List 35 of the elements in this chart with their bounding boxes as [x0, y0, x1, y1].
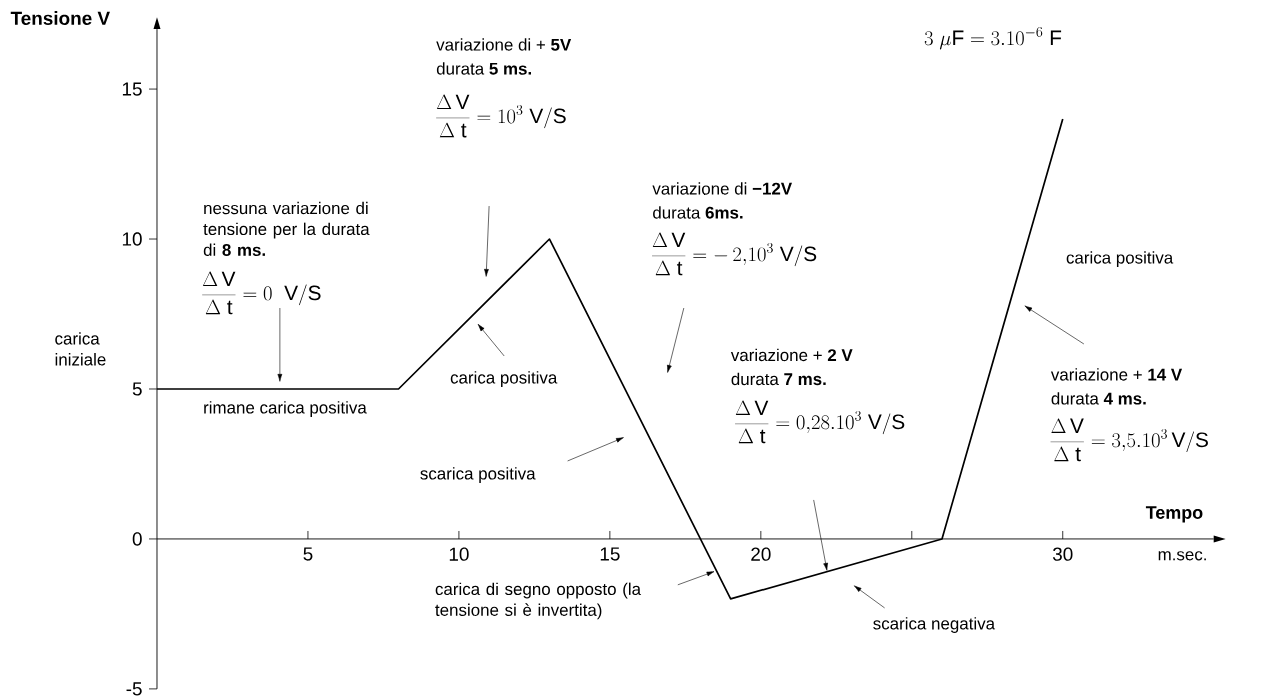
- x-tick-label: 15: [600, 547, 620, 561]
- annotation: durata 7 ms.: [731, 372, 826, 386]
- annotation: $\frac{\Delta\,\mathrm{V}}{\Delta\ \mathrm{t}} = 0{,}28.10^{3}\ \mathrm{V/S}$: [735, 400, 905, 444]
- annotation: carica positiva: [1066, 251, 1174, 268]
- text: carica iniziale: [55, 332, 106, 366]
- y-tick-label: 15: [122, 82, 142, 96]
- y-tick-label: 5: [132, 382, 142, 396]
- annotation: durata 5 ms.: [436, 62, 531, 75]
- x-tick-label: 10: [449, 547, 469, 561]
- annotation: durata 4 ms.: [1051, 392, 1146, 405]
- x-tick-label: 30: [1052, 547, 1073, 561]
- annotation: variazione + 2 V: [730, 348, 853, 362]
- annotation: $\frac{\Delta\,\mathrm{V}}{\Delta\ \mathrm{t}} = -\,2{,}10^{3}\ \mathrm{V/S}$: [652, 232, 817, 276]
- annotation: variazione + 14 V: [1050, 368, 1183, 381]
- annotation: $\frac{\Delta\,\mathrm{V}}{\Delta\ \mathrm{t}} = 3{,}5.10^{3}\,\mathrm{V/S}$: [1050, 418, 1208, 462]
- annotation: rimane carica positiva: [204, 401, 367, 418]
- y-tick-label: -5: [126, 682, 142, 696]
- annotation: variazione di −12V: [652, 182, 792, 195]
- x-tick-label: 5: [303, 547, 313, 561]
- annotation: variazione di + 5V: [436, 38, 572, 51]
- annotation: carica positiva: [450, 371, 558, 388]
- annotation: $\frac{\Delta\,\mathrm{V}}{\Delta\ \mathrm{t}} = 0\ \ \mathrm{V/S}$: [202, 271, 321, 315]
- annotation: carica di segno opposto (la tensione si è invertita): [435, 582, 642, 620]
- x-tick-label: 20: [751, 547, 771, 561]
- annotation: m.sec.: [1158, 551, 1206, 561]
- annotation: $3\ \mu\mathrm{F} = 3.10^{-6}\ \mathrm{F}$: [924, 27, 1062, 50]
- annotation: $\frac{\Delta\,\mathrm{V}}{\Delta\ \mathrm{t}} = 10^{3}\ \mathrm{V/S}$: [436, 94, 566, 138]
- x-axis-title: Tempo: [1145, 506, 1203, 523]
- annotation: durata 6ms.: [653, 206, 743, 219]
- y-tick-label: 10: [122, 232, 142, 246]
- annotation: scarica negativa: [873, 617, 996, 633]
- y-tick-label: 0: [132, 532, 142, 546]
- annotation: nessuna variazione di tensione per la durata di 8 ms.: [203, 201, 370, 257]
- annotation: scarica positiva: [420, 467, 536, 484]
- y-axis-title: Tensione V: [10, 11, 110, 26]
